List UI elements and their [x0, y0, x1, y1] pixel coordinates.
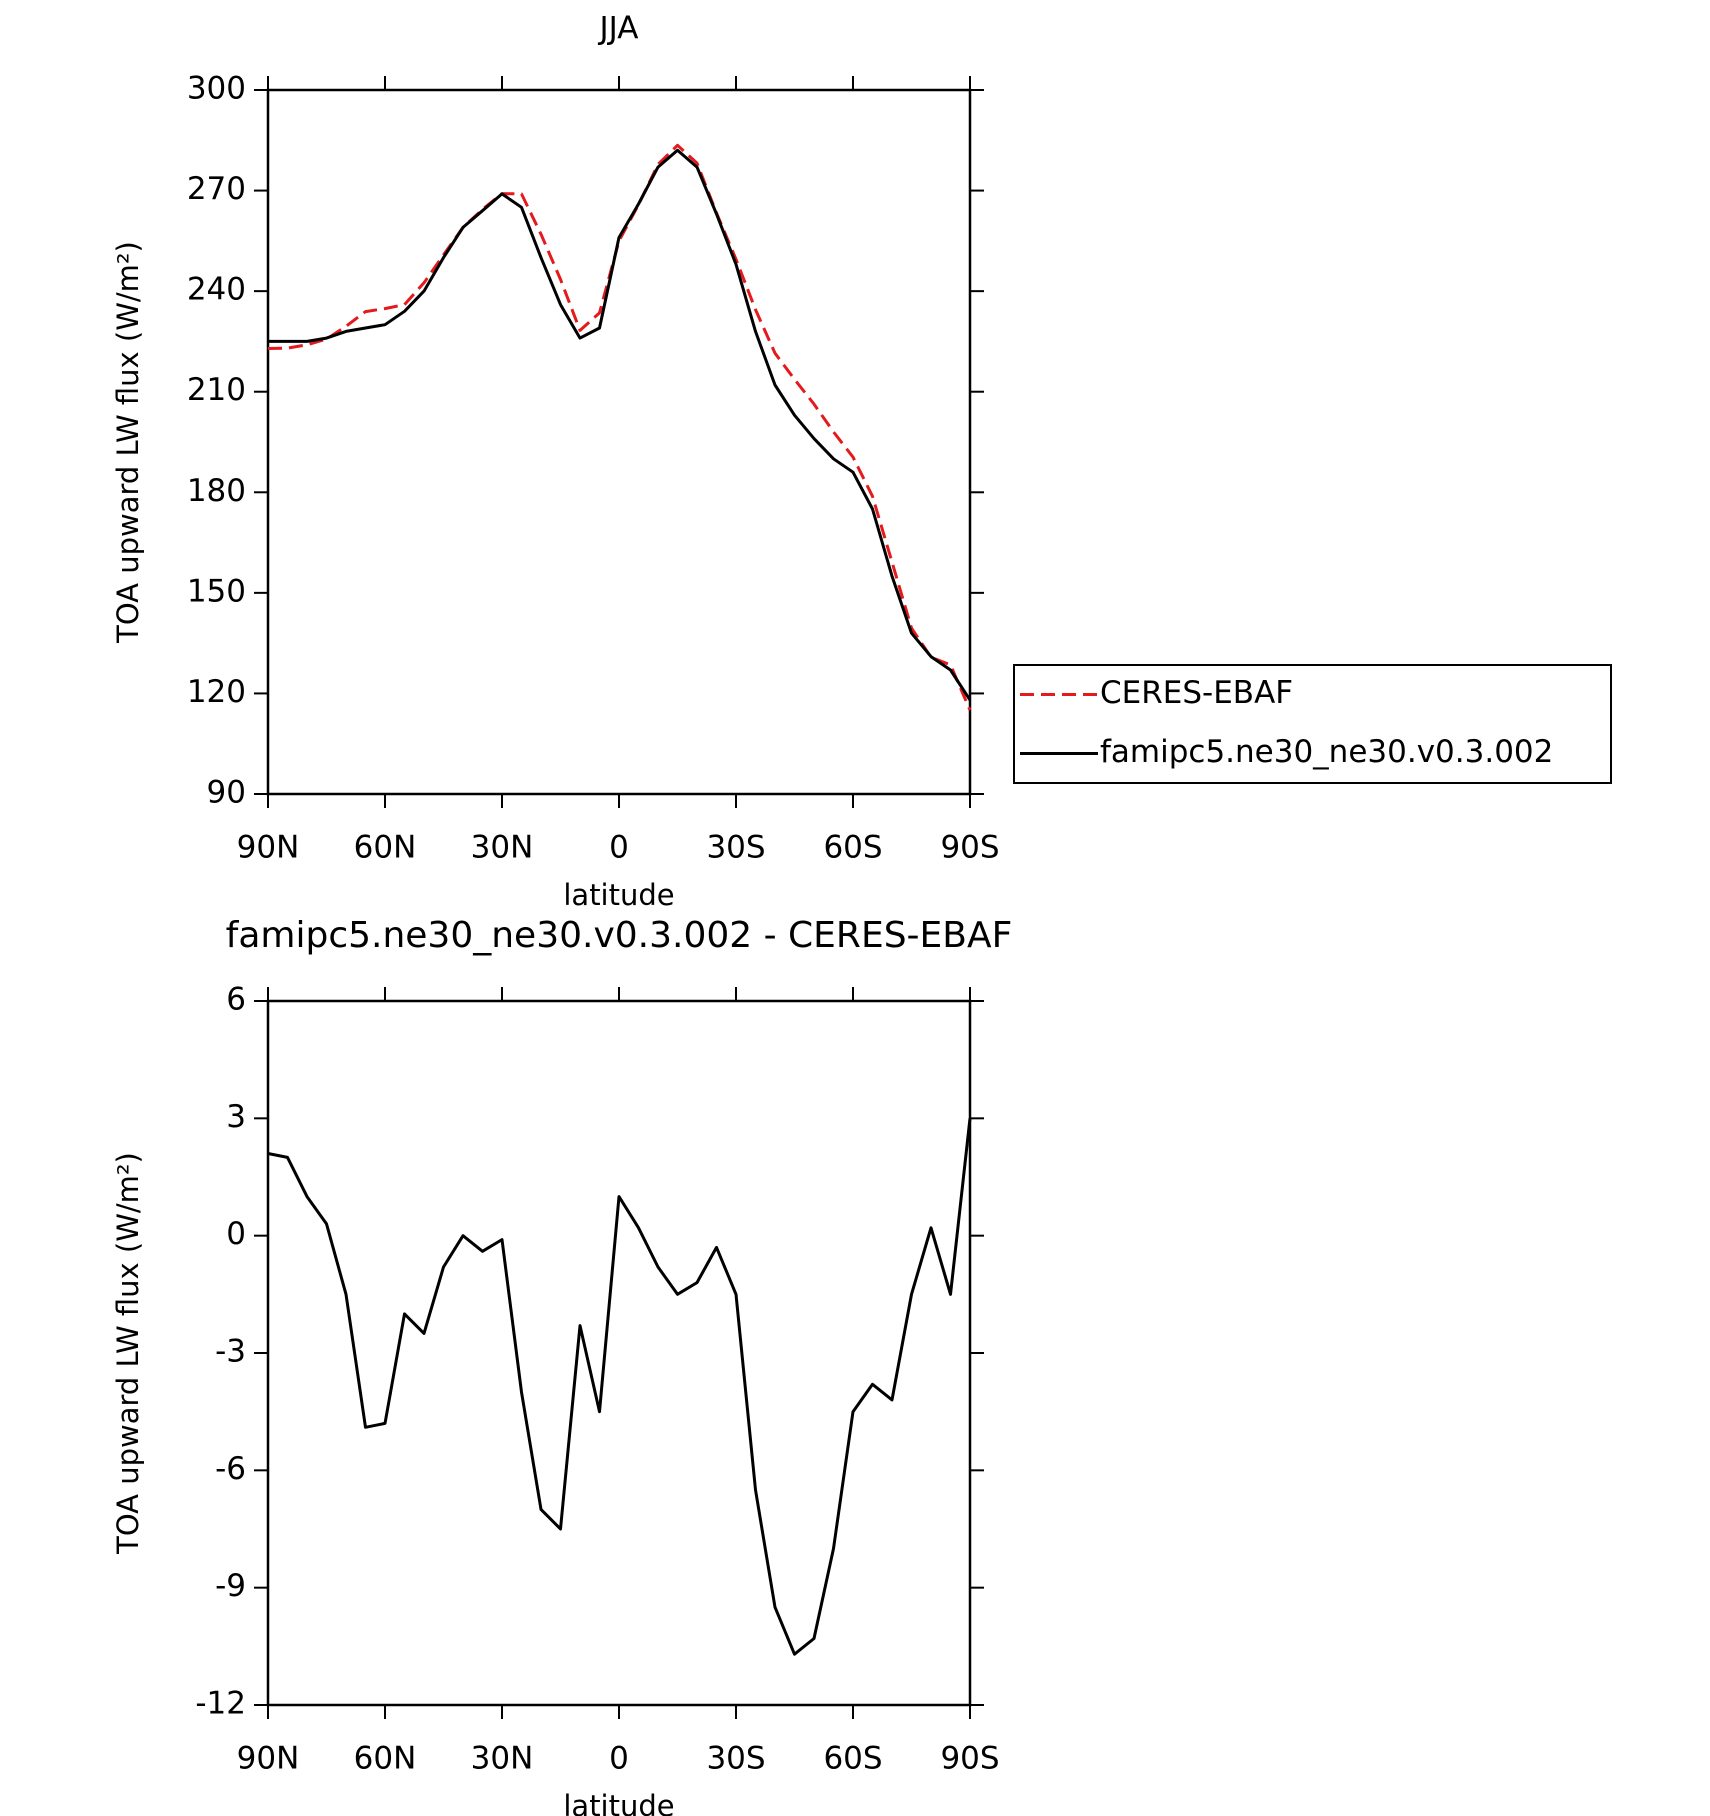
y-tick-label: -9	[215, 1568, 246, 1604]
y-axis-label: TOA upward LW flux (W/m²)	[111, 241, 145, 644]
x-tick-label: 90N	[237, 830, 300, 866]
series-line	[267, 1118, 972, 1656]
x-tick-label: 60N	[354, 830, 417, 866]
x-axis-label: latitude	[563, 1789, 674, 1816]
x-tick-label: 60N	[354, 1741, 417, 1777]
plot-frame	[266, 999, 972, 1707]
y-tick-label: 0	[226, 1216, 246, 1252]
y-tick-label: 210	[187, 372, 246, 408]
y-tick-label: 6	[226, 982, 246, 1018]
x-tick-label: 30N	[471, 1741, 534, 1777]
y-tick-label: 90	[207, 775, 246, 811]
y-tick-label: 120	[187, 674, 246, 710]
y-tick-label: 150	[187, 573, 246, 609]
plot-frame	[266, 88, 972, 796]
x-tick-label: 90N	[237, 1741, 300, 1777]
legend-box	[1013, 664, 1612, 784]
x-tick-label: 30S	[706, 830, 765, 866]
legend-label: famipc5.ne30_ne30.v0.3.002	[1100, 734, 1553, 770]
y-axis-label: TOA upward LW flux (W/m²)	[111, 1152, 145, 1555]
x-tick-label: 60S	[823, 830, 882, 866]
chart-title: famipc5.ne30_ne30.v0.3.002 - CERES-EBAF	[226, 915, 1013, 956]
x-tick-label: 0	[609, 830, 629, 866]
x-tick-label: 30S	[706, 1741, 765, 1777]
legend-label: CERES-EBAF	[1100, 675, 1293, 711]
x-tick-label: 90S	[940, 1741, 999, 1777]
series-line	[267, 143, 972, 711]
chart-title: JJA	[598, 11, 639, 47]
y-tick-label: -12	[195, 1686, 246, 1722]
series-line	[268, 148, 972, 701]
y-tick-label: 240	[187, 272, 246, 308]
x-tick-label: 0	[609, 1741, 629, 1777]
x-tick-label: 60S	[823, 1741, 882, 1777]
y-tick-label: 3	[226, 1099, 246, 1135]
y-tick-label: 270	[187, 171, 246, 207]
x-tick-label: 30N	[471, 830, 534, 866]
y-tick-label: -6	[215, 1451, 246, 1487]
y-tick-label: -3	[215, 1334, 246, 1370]
y-tick-label: 300	[187, 71, 246, 107]
x-axis-label: latitude	[563, 878, 674, 912]
y-tick-label: 180	[187, 473, 246, 509]
x-tick-label: 90S	[940, 830, 999, 866]
